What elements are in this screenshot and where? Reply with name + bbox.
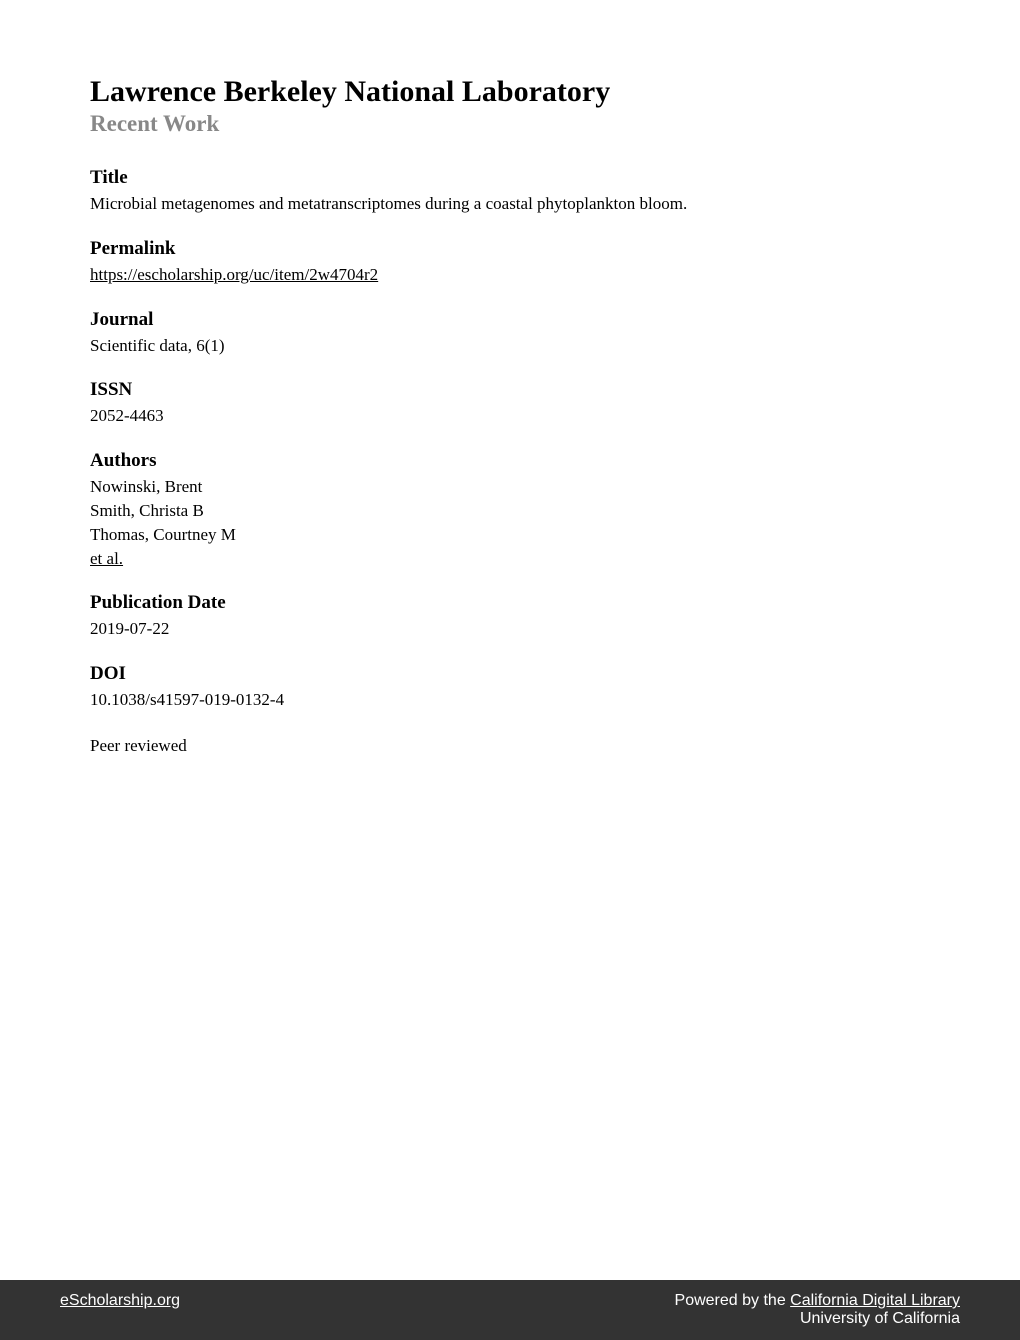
title-content: Microbial metagenomes and metatranscript… bbox=[90, 192, 930, 216]
authors-list: Nowinski, Brent Smith, Christa B Thomas,… bbox=[90, 475, 930, 570]
cdl-link[interactable]: California Digital Library bbox=[790, 1292, 960, 1309]
author-item: Thomas, Courtney M bbox=[90, 523, 930, 547]
uc-text: University of California bbox=[675, 1310, 960, 1328]
footer: eScholarship.org Powered by the Californ… bbox=[0, 1280, 1020, 1340]
pubdate-content: 2019-07-22 bbox=[90, 617, 930, 641]
peer-reviewed-label: Peer reviewed bbox=[90, 734, 930, 758]
powered-by-text: Powered by the bbox=[675, 1292, 791, 1309]
journal-heading: Journal bbox=[90, 309, 930, 331]
pubdate-heading: Publication Date bbox=[90, 592, 930, 614]
title-heading: Title bbox=[90, 167, 930, 189]
issn-heading: ISSN bbox=[90, 379, 930, 401]
journal-content: Scientific data, 6(1) bbox=[90, 334, 930, 358]
issn-content: 2052-4463 bbox=[90, 404, 930, 428]
escholarship-link[interactable]: eScholarship.org bbox=[60, 1292, 180, 1310]
authors-etal-link[interactable]: et al. bbox=[90, 549, 123, 568]
permalink-heading: Permalink bbox=[90, 238, 930, 260]
page-subtitle: Recent Work bbox=[90, 111, 930, 137]
permalink-link[interactable]: https://escholarship.org/uc/item/2w4704r… bbox=[90, 265, 378, 284]
author-item: Smith, Christa B bbox=[90, 499, 930, 523]
doi-heading: DOI bbox=[90, 663, 930, 685]
footer-right: Powered by the California Digital Librar… bbox=[675, 1292, 960, 1328]
page-title: Lawrence Berkeley National Laboratory bbox=[90, 75, 930, 109]
author-item: Nowinski, Brent bbox=[90, 475, 930, 499]
doi-content: 10.1038/s41597-019-0132-4 bbox=[90, 688, 930, 712]
authors-heading: Authors bbox=[90, 450, 930, 472]
